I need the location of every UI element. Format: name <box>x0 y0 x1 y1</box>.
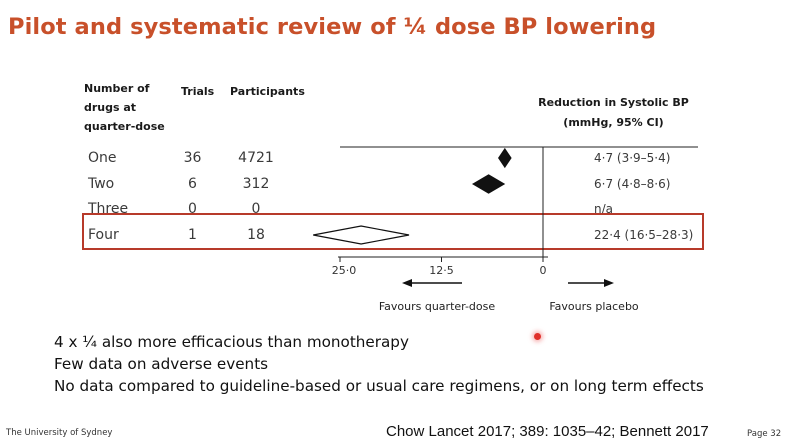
row-participants: 0 <box>251 201 261 217</box>
header-trials: Trials <box>181 85 215 98</box>
laser-pointer-dot <box>534 333 541 340</box>
estimate-diamond <box>498 147 512 169</box>
row-participants: 4721 <box>238 150 274 166</box>
arrow-right-head-icon <box>604 279 614 287</box>
row-participants: 18 <box>247 227 265 243</box>
header-participants: Participants <box>230 85 305 98</box>
bullet-list: 4 x ¼ also more efficacious than monothe… <box>54 331 704 397</box>
row-participants: 312 <box>242 176 270 192</box>
header-reduction: Reduction in Systolic BP (mmHg, 95% CI) <box>538 96 689 129</box>
row-trials: 6 <box>188 176 197 192</box>
bullet-item: No data compared to guideline-based or u… <box>54 377 704 395</box>
row-label: Two <box>88 176 115 192</box>
row-estimate: n/a <box>594 202 614 216</box>
row-estimate: 22·4 (16·5–28·3) <box>594 228 694 242</box>
row-trials: 1 <box>188 227 197 243</box>
estimate-diamond <box>471 174 506 194</box>
estimate-diamond <box>313 225 410 245</box>
x-tick-label: 25·0 <box>332 264 357 277</box>
arrow-left-head-icon <box>402 279 412 287</box>
favours-left-label: Favours quarter-dose <box>379 300 496 313</box>
citation: Chow Lancet 2017; 389: 1035–42; Bennett … <box>386 423 709 440</box>
row-estimate: 6·7 (4·8–8·6) <box>594 177 671 191</box>
page-number: Page 32 <box>747 429 782 439</box>
row-trials: 0 <box>188 201 197 217</box>
highlight-box <box>82 213 704 250</box>
slide-title: Pilot and systematic review of ¼ dose BP… <box>8 14 657 40</box>
x-tick-label: 0 <box>540 264 547 277</box>
row-estimate: 4·7 (3·9–5·4) <box>594 151 671 165</box>
row-label: One <box>88 150 117 166</box>
row-label: Four <box>88 227 119 243</box>
header-drugs: Number of drugs at quarter-dose <box>84 82 165 133</box>
row-trials: 36 <box>183 150 202 166</box>
favours-right-label: Favours placebo <box>549 300 639 313</box>
x-tick-label: 12·5 <box>429 264 454 277</box>
footer-university: The University of Sydney <box>6 428 113 438</box>
bullet-item: Few data on adverse events <box>54 355 269 373</box>
bullet-item: 4 x ¼ also more efficacious than monothe… <box>54 333 409 351</box>
